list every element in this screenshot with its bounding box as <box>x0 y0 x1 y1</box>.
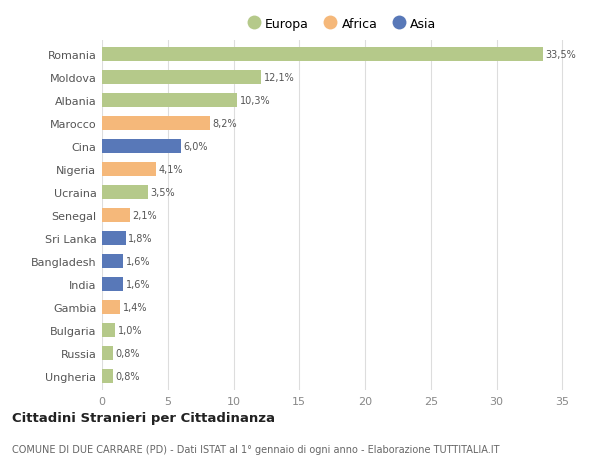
Bar <box>102 94 238 108</box>
Bar <box>102 209 130 223</box>
Bar <box>102 71 261 85</box>
Text: 2,1%: 2,1% <box>132 211 157 221</box>
Text: 1,8%: 1,8% <box>128 234 153 244</box>
Bar <box>102 347 113 360</box>
Text: 12,1%: 12,1% <box>264 73 295 83</box>
Bar <box>102 278 123 291</box>
Bar <box>102 163 156 177</box>
Text: 1,0%: 1,0% <box>118 325 142 336</box>
Text: 0,8%: 0,8% <box>115 371 140 381</box>
Bar <box>102 232 125 246</box>
Bar <box>102 301 121 314</box>
Bar <box>102 48 542 62</box>
Text: Cittadini Stranieri per Cittadinanza: Cittadini Stranieri per Cittadinanza <box>12 412 275 425</box>
Text: COMUNE DI DUE CARRARE (PD) - Dati ISTAT al 1° gennaio di ogni anno - Elaborazion: COMUNE DI DUE CARRARE (PD) - Dati ISTAT … <box>12 444 499 454</box>
Text: 0,8%: 0,8% <box>115 348 140 358</box>
Text: 33,5%: 33,5% <box>545 50 576 60</box>
Bar <box>102 324 115 337</box>
Text: 8,2%: 8,2% <box>212 119 237 129</box>
Legend: Europa, Africa, Asia: Europa, Africa, Asia <box>243 13 441 36</box>
Bar <box>102 186 148 200</box>
Bar <box>102 369 113 383</box>
Bar <box>102 117 210 131</box>
Bar <box>102 140 181 154</box>
Text: 4,1%: 4,1% <box>158 165 183 175</box>
Text: 1,6%: 1,6% <box>125 280 150 290</box>
Text: 6,0%: 6,0% <box>184 142 208 152</box>
Text: 3,5%: 3,5% <box>151 188 175 198</box>
Text: 1,6%: 1,6% <box>125 257 150 267</box>
Bar <box>102 255 123 269</box>
Text: 1,4%: 1,4% <box>123 302 148 313</box>
Text: 10,3%: 10,3% <box>240 96 271 106</box>
